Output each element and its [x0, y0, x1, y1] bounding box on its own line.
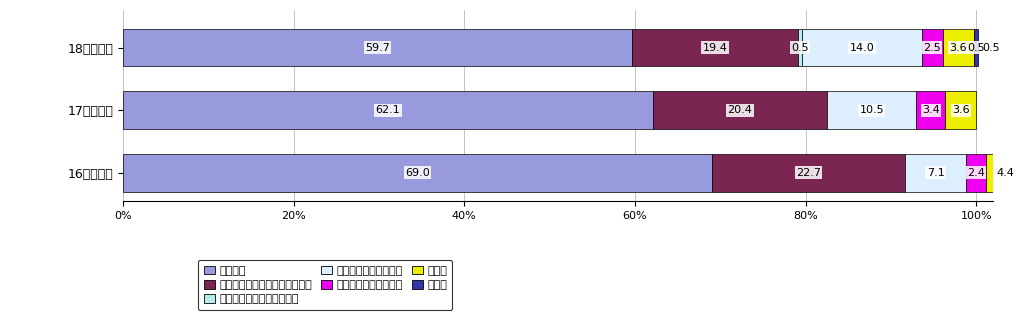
Bar — [945, 91, 976, 129]
Text: 2.5: 2.5 — [924, 43, 941, 53]
Legend: 卸売業者, 小売業者（米穀専門店を含む）, スーパーマーケット・生協, 集出荷団体（農協等）, 生産者・農業生産法人, その他, 無回答: 卸売業者, 小売業者（米穀専門店を含む）, スーパーマーケット・生協, 集出荷団… — [198, 260, 453, 310]
Text: 19.4: 19.4 — [702, 43, 727, 53]
Bar — [798, 29, 802, 66]
Bar — [974, 29, 978, 66]
Text: 20.4: 20.4 — [727, 105, 753, 115]
Text: 22.7: 22.7 — [796, 168, 821, 178]
Text: 0.5: 0.5 — [982, 43, 999, 53]
Bar — [123, 91, 653, 129]
Text: 69.0: 69.0 — [404, 168, 430, 178]
Bar — [905, 154, 966, 192]
Bar — [653, 91, 826, 129]
Bar — [916, 91, 945, 129]
Text: 3.6: 3.6 — [949, 43, 967, 53]
Text: 0.5: 0.5 — [792, 43, 809, 53]
Bar — [922, 29, 943, 66]
Bar — [986, 154, 1024, 192]
Bar — [943, 29, 974, 66]
Text: 3.6: 3.6 — [952, 105, 970, 115]
Text: 4.4: 4.4 — [996, 168, 1014, 178]
Text: 59.7: 59.7 — [366, 43, 390, 53]
Bar — [966, 154, 986, 192]
Bar — [123, 154, 712, 192]
Bar — [827, 91, 916, 129]
Text: 2.4: 2.4 — [968, 168, 985, 178]
Text: 14.0: 14.0 — [850, 43, 874, 53]
Bar — [712, 154, 905, 192]
Text: 62.1: 62.1 — [376, 105, 400, 115]
Text: 0.5: 0.5 — [967, 43, 985, 53]
Text: 3.4: 3.4 — [922, 105, 940, 115]
Bar — [123, 29, 632, 66]
Text: 10.5: 10.5 — [859, 105, 884, 115]
Text: 7.1: 7.1 — [927, 168, 944, 178]
Bar — [802, 29, 922, 66]
Bar — [632, 29, 798, 66]
